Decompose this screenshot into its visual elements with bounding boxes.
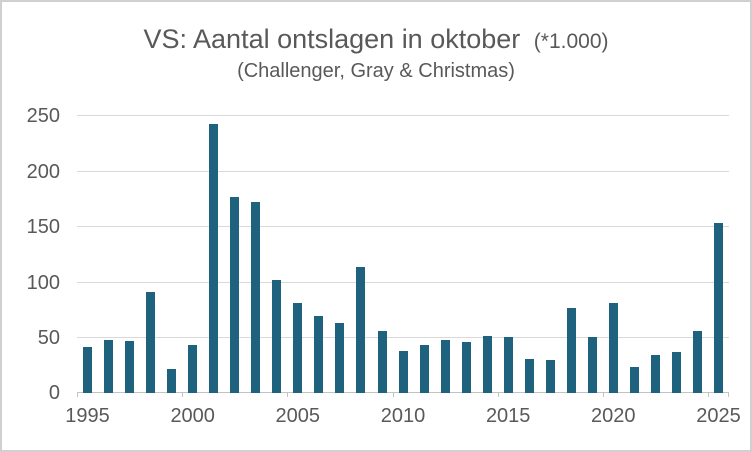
bar-2018 xyxy=(566,308,576,393)
y-tick-label-50: 50 xyxy=(37,327,60,349)
bar-1998 xyxy=(146,292,156,393)
x-tick-label-2015: 2015 xyxy=(485,405,531,427)
y-tick-label-150: 150 xyxy=(26,216,60,238)
bar-2006 xyxy=(314,316,324,393)
chart-title: VS: Aantal ontslagen in oktober (*1.000) xyxy=(2,24,750,57)
x-tick-label-2025: 2025 xyxy=(696,405,741,427)
chart-title-unit: (*1.000) xyxy=(533,30,609,53)
x-tick-label-2020: 2020 xyxy=(591,405,636,427)
bar-2011 xyxy=(419,345,429,393)
y-axis-labels: 0 50 100 150 200 250 xyxy=(2,106,60,403)
bar-2003 xyxy=(251,202,261,393)
y-tick-label-100: 100 xyxy=(26,272,60,294)
bar-2002 xyxy=(230,197,240,393)
bar-2013 xyxy=(461,342,471,393)
x-tick-label-1995: 1995 xyxy=(65,405,110,427)
bar-2016 xyxy=(524,359,534,393)
bar-1995 xyxy=(83,347,92,393)
plot-area xyxy=(77,115,729,397)
bar-2017 xyxy=(545,360,555,393)
y-tick-label-0: 0 xyxy=(48,382,60,404)
x-axis-tick-0 xyxy=(77,393,78,397)
bar-2009 xyxy=(377,331,387,393)
gridline-250 xyxy=(77,115,729,116)
x-tick-label-2010: 2010 xyxy=(380,405,426,427)
gridline-50 xyxy=(77,337,729,338)
x-tick-label-2000: 2000 xyxy=(170,405,215,427)
bar-2000 xyxy=(188,345,198,393)
x-tick-label-2005: 2005 xyxy=(275,405,321,427)
bar-2024 xyxy=(693,331,702,393)
bar-1997 xyxy=(125,341,135,393)
bar-1999 xyxy=(167,369,177,393)
bar-2001 xyxy=(209,124,219,393)
x-axis-tick-end xyxy=(728,393,729,397)
gridline-150 xyxy=(77,226,729,227)
bar-2023 xyxy=(671,352,681,393)
bar-2005 xyxy=(293,303,303,393)
bar-2004 xyxy=(272,280,282,393)
bar-2014 xyxy=(482,336,492,393)
x-axis-tick-6 xyxy=(708,393,709,397)
chart-title-main: VS: Aantal ontslagen in oktober xyxy=(143,24,521,54)
chart-subtitle: (Challenger, Gray & Christmas) xyxy=(237,60,515,82)
bar-2021 xyxy=(629,367,639,393)
x-axis-tick-3 xyxy=(392,393,394,397)
gridline-200 xyxy=(77,171,729,172)
gridline-100 xyxy=(77,282,729,283)
bar-2020 xyxy=(608,303,618,393)
bar-2019 xyxy=(587,337,597,393)
x-axis-tick-5 xyxy=(602,393,604,397)
bar-2008 xyxy=(356,267,366,393)
y-tick-label-200: 200 xyxy=(26,161,60,183)
bar-2007 xyxy=(335,323,345,393)
bar-2022 xyxy=(650,355,660,393)
x-axis-tick-4 xyxy=(497,393,499,397)
x-axis-labels: 1995 2000 2005 2010 2015 2020 2025 xyxy=(65,404,741,430)
bar-2012 xyxy=(440,340,450,393)
bar-1996 xyxy=(104,340,113,393)
x-axis-tick-2 xyxy=(287,393,289,397)
bar-2025 xyxy=(714,223,723,393)
x-axis-tick-1 xyxy=(182,393,184,397)
bar-2010 xyxy=(398,351,408,393)
bar-2015 xyxy=(503,337,513,393)
y-tick-label-250: 250 xyxy=(26,105,60,127)
